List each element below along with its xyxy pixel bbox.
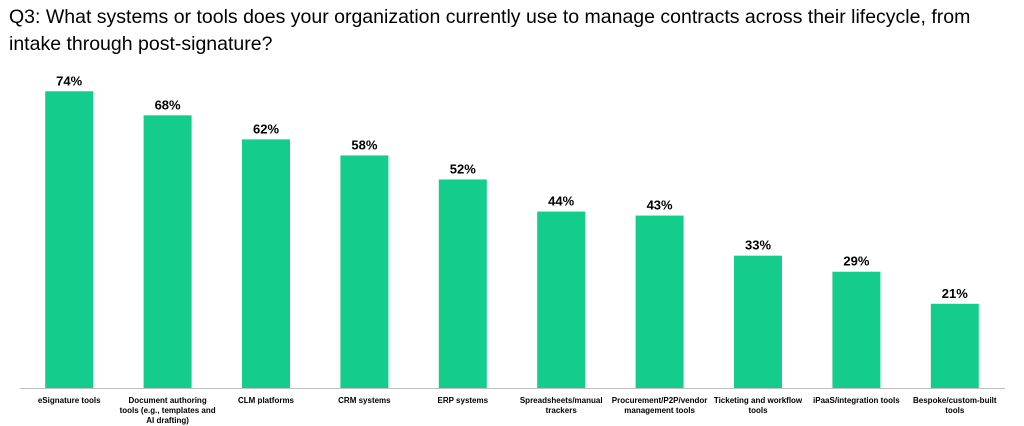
category-label-line: CLM platforms bbox=[238, 396, 295, 405]
category-label-line: CRM systems bbox=[338, 396, 391, 405]
category-label-line: Bespoke/custom-built bbox=[913, 396, 997, 405]
value-label-4: 58% bbox=[351, 137, 377, 152]
bar-8 bbox=[734, 255, 782, 388]
category-label-line: management tools bbox=[624, 406, 695, 415]
category-label-line: tools (e.g., templates and bbox=[120, 406, 216, 415]
bar-7 bbox=[635, 215, 684, 388]
bar-4 bbox=[340, 155, 389, 388]
category-label-7: Procurement/P2P/vendor management tools bbox=[612, 396, 708, 415]
category-label-line: Ticketing and workflow bbox=[714, 396, 803, 405]
category-label-line: trackers bbox=[546, 406, 578, 415]
category-label-9: iPaaS/integration tools bbox=[813, 396, 900, 405]
bar-10 bbox=[930, 303, 979, 388]
value-label-5: 52% bbox=[450, 161, 476, 176]
category-label-line: ERP systems bbox=[438, 396, 489, 405]
bar-5 bbox=[438, 179, 487, 388]
value-label-6: 44% bbox=[548, 194, 574, 209]
bar-1 bbox=[45, 91, 94, 388]
category-label-3: CLM platforms bbox=[238, 396, 295, 405]
bar-3 bbox=[242, 139, 290, 388]
category-label-line: AI drafting) bbox=[146, 416, 189, 425]
category-label-line: Procurement/P2P/vendor bbox=[612, 396, 708, 405]
value-label-3: 62% bbox=[253, 121, 279, 136]
category-label-10: Bespoke/custom-built tools bbox=[913, 396, 997, 415]
category-label-1: eSignature tools bbox=[38, 396, 101, 405]
value-labels-group: 74% 68% 62% 58% 52% 44% 43% 33% 29% 21% bbox=[56, 73, 968, 301]
bar-2 bbox=[143, 115, 192, 388]
value-label-2: 68% bbox=[155, 97, 181, 112]
chart-title: Q3: What systems or tools does your orga… bbox=[9, 6, 971, 55]
category-label-line: tools bbox=[945, 406, 965, 415]
category-label-line: iPaaS/integration tools bbox=[813, 396, 900, 405]
category-label-4: CRM systems bbox=[338, 396, 391, 405]
value-label-7: 43% bbox=[647, 198, 673, 213]
category-label-2: Document authoring tools (e.g., templates… bbox=[120, 396, 216, 425]
bar-6 bbox=[537, 211, 586, 388]
value-label-8: 33% bbox=[745, 238, 771, 253]
bars-group bbox=[45, 91, 979, 388]
category-label-8: Ticketing and workflow tools bbox=[714, 396, 803, 415]
value-label-1: 74% bbox=[56, 73, 82, 88]
value-label-9: 29% bbox=[843, 254, 869, 269]
category-label-6: Spreadsheets/manual trackers bbox=[520, 396, 603, 415]
category-label-line: eSignature tools bbox=[38, 396, 101, 405]
category-label-line: Spreadsheets/manual bbox=[520, 396, 603, 405]
bar-9 bbox=[832, 271, 881, 388]
category-label-line: tools bbox=[748, 406, 768, 415]
category-labels-group: eSignature tools Document authoring tools … bbox=[38, 396, 997, 425]
category-label-5: ERP systems bbox=[438, 396, 489, 405]
category-label-line: Document authoring bbox=[128, 396, 206, 405]
value-label-10: 21% bbox=[942, 286, 968, 301]
